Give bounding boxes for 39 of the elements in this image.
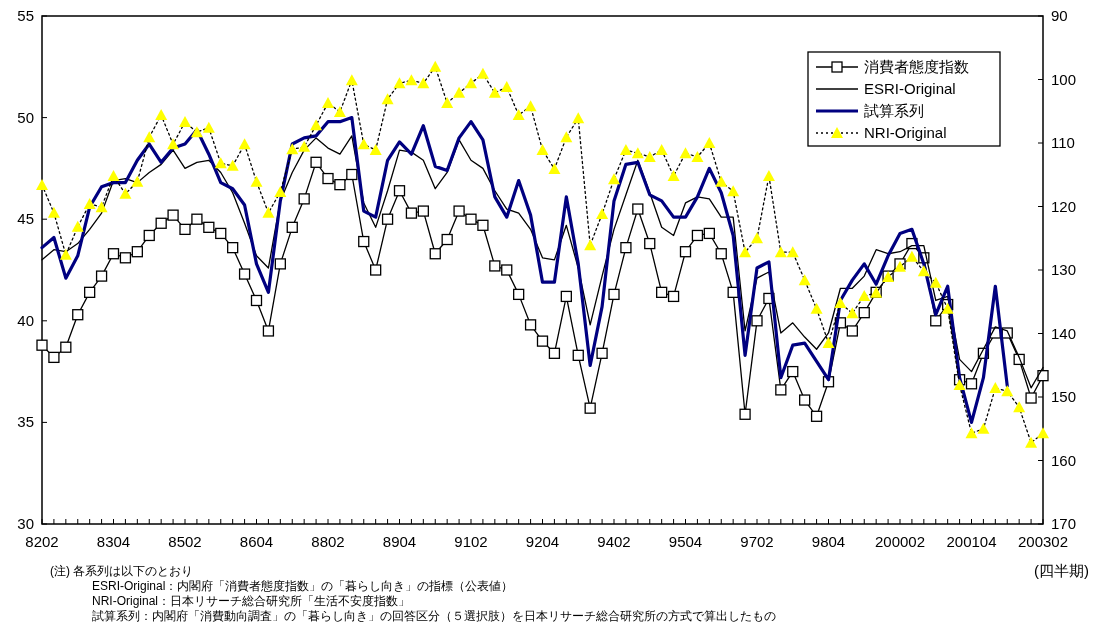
y-tick-label: 30 xyxy=(17,515,34,532)
y-tick-label: 35 xyxy=(17,413,34,431)
y-tick-label: 40 xyxy=(17,311,34,329)
legend-label: ESRI-Original xyxy=(864,80,956,97)
x-tick-label: 200104 xyxy=(946,533,997,550)
x-tick-label: 9402 xyxy=(597,533,631,550)
y2-tick-label: 100 xyxy=(1051,70,1077,88)
x-tick-label: 8304 xyxy=(96,533,131,550)
x-tick-label: 8604 xyxy=(239,533,274,550)
x-tick-label: 8802 xyxy=(311,533,345,550)
y2-tick-label: 160 xyxy=(1051,451,1077,469)
text: ESRI-Original：内閣府「消費者態度指数」の「暮らし向き」の指標（公表値） xyxy=(92,579,514,593)
text: (注) 各系列は以下のとおり xyxy=(50,564,194,578)
x-tick-label: 9504 xyxy=(668,533,703,550)
x-tick-label: 9204 xyxy=(525,533,560,550)
y2-tick-label: 90 xyxy=(1051,7,1068,24)
y2-tick-label: 150 xyxy=(1051,388,1077,405)
y2-tick-label: 110 xyxy=(1051,134,1075,151)
x-tick-label: 9702 xyxy=(740,533,774,550)
text: NRI-Original：日本リサーチ総合研究所「生活不安度指数」 xyxy=(92,594,411,608)
text: 試算系列：内閣府「消費動向調査」の「暮らし向き」の回答区分（５選択肢）を日本リサーチ総合研究所の方式で算出したもの xyxy=(92,609,776,623)
legend-label: NRI-Original xyxy=(864,124,947,141)
x-tick-label: 9102 xyxy=(454,533,488,550)
legend-label: 消費者態度指数 xyxy=(864,58,969,75)
y-tick-label: 45 xyxy=(17,210,34,228)
y2-tick-label: 130 xyxy=(1051,261,1077,278)
y2-tick-label: 170 xyxy=(1051,515,1077,532)
y-tick-label: 55 xyxy=(17,7,34,24)
x-tick-label: 8502 xyxy=(168,533,202,550)
y-tick-label: 50 xyxy=(17,108,34,126)
x-tick-label: 200302 xyxy=(1017,533,1069,550)
x-tick-label: 9804 xyxy=(811,533,846,550)
x-tick-label: 200002 xyxy=(874,533,926,550)
x-axis-title: (四半期) xyxy=(1034,562,1089,579)
x-tick-label: 8202 xyxy=(25,533,59,550)
legend-label: 試算系列 xyxy=(864,102,924,119)
x-tick-label: 8904 xyxy=(382,533,417,550)
y2-tick-label: 140 xyxy=(1051,324,1077,342)
y2-tick-label: 120 xyxy=(1051,197,1077,215)
